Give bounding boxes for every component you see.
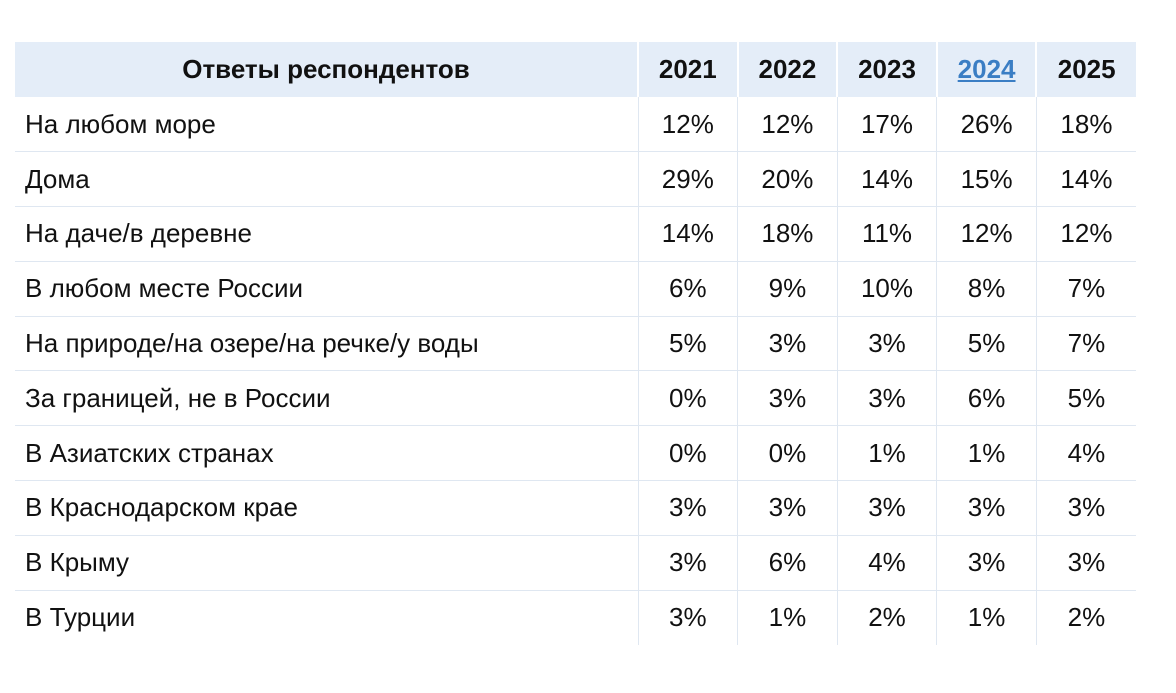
survey-table-container: Ответы респондентов 2021 2022 2023 2024 … <box>15 42 1136 645</box>
row-label: На природе/на озере/на речке/у воды <box>15 315 639 371</box>
value-cell-2024: 3% <box>936 534 1037 591</box>
row-label: В Краснодарском крае <box>15 480 639 536</box>
table-row: В Краснодарском крае 3% 3% 3% 3% 3% <box>15 480 1136 536</box>
value-cell-2025: 4% <box>1036 425 1136 481</box>
value-cell-2025: 3% <box>1036 534 1136 591</box>
value-cell-2021: 12% <box>638 97 739 152</box>
table-row: В Турции 3% 1% 2% 1% 2% <box>15 589 1136 645</box>
row-label: На любом море <box>15 97 639 152</box>
column-header-responses: Ответы респондентов <box>15 42 640 97</box>
value-cell-2022: 6% <box>737 534 838 591</box>
value-cell-2025: 7% <box>1036 260 1136 317</box>
row-label: Дома <box>15 151 639 207</box>
table-row: На любом море 12% 12% 17% 26% 18% <box>15 97 1136 152</box>
row-label: В Крыму <box>15 534 639 591</box>
value-cell-2024: 26% <box>936 97 1037 152</box>
year-2024-link[interactable]: 2024 <box>957 54 1016 84</box>
table-row: На природе/на озере/на речке/у воды 5% 3% 3… <box>15 315 1136 371</box>
value-cell-2024: 6% <box>936 370 1037 426</box>
value-cell-2021: 14% <box>638 206 739 262</box>
value-cell-2024: 3% <box>936 480 1037 536</box>
column-header-2023: 2023 <box>837 42 938 97</box>
value-cell-2021: 29% <box>638 151 739 207</box>
value-cell-2022: 20% <box>737 151 838 207</box>
value-cell-2023: 1% <box>837 425 938 481</box>
table-row: В Азиатских странах 0% 0% 1% 1% 4% <box>15 425 1136 481</box>
value-cell-2022: 12% <box>737 97 838 152</box>
value-cell-2024: 5% <box>936 315 1037 371</box>
value-cell-2022: 0% <box>737 425 838 481</box>
row-label: В Азиатских странах <box>15 425 639 481</box>
value-cell-2024: 8% <box>936 260 1037 317</box>
value-cell-2022: 3% <box>737 315 838 371</box>
value-cell-2025: 7% <box>1036 315 1136 371</box>
table-row: За границей, не в России 0% 3% 3% 6% 5% <box>15 370 1136 426</box>
value-cell-2022: 3% <box>737 370 838 426</box>
value-cell-2023: 2% <box>837 589 938 645</box>
value-cell-2021: 3% <box>638 534 739 591</box>
value-cell-2023: 10% <box>837 260 938 317</box>
value-cell-2023: 14% <box>837 151 938 207</box>
value-cell-2023: 11% <box>837 206 938 262</box>
column-header-2021: 2021 <box>638 42 739 97</box>
table-header-row: Ответы респондентов 2021 2022 2023 2024 … <box>15 42 1136 97</box>
table-row: На даче/в деревне 14% 18% 11% 12% 12% <box>15 206 1136 262</box>
value-cell-2023: 3% <box>837 315 938 371</box>
value-cell-2025: 14% <box>1036 151 1136 207</box>
value-cell-2023: 17% <box>837 97 938 152</box>
value-cell-2025: 5% <box>1036 370 1136 426</box>
value-cell-2022: 3% <box>737 480 838 536</box>
value-cell-2022: 1% <box>737 589 838 645</box>
column-header-2024: 2024 <box>936 42 1038 97</box>
value-cell-2021: 3% <box>638 480 739 536</box>
value-cell-2021: 6% <box>638 260 739 317</box>
table-body: На любом море 12% 12% 17% 26% 18% Дома 29% 20% 14… <box>15 97 1136 645</box>
value-cell-2024: 15% <box>936 151 1037 207</box>
value-cell-2023: 4% <box>837 534 938 591</box>
column-header-2025: 2025 <box>1036 42 1136 97</box>
table-row: В любом месте России 6% 9% 10% 8% 7% <box>15 260 1136 317</box>
table-row: Дома 29% 20% 14% 15% 14% <box>15 151 1136 207</box>
value-cell-2022: 18% <box>737 206 838 262</box>
value-cell-2022: 9% <box>737 260 838 317</box>
value-cell-2025: 3% <box>1036 480 1136 536</box>
value-cell-2024: 1% <box>936 589 1037 645</box>
survey-table: Ответы респондентов 2021 2022 2023 2024 … <box>15 42 1136 645</box>
row-label: На даче/в деревне <box>15 206 639 262</box>
row-label: В любом месте России <box>15 260 639 317</box>
value-cell-2025: 2% <box>1036 589 1136 645</box>
value-cell-2024: 1% <box>936 425 1037 481</box>
value-cell-2021: 0% <box>638 425 739 481</box>
value-cell-2023: 3% <box>837 370 938 426</box>
row-label: В Турции <box>15 589 639 645</box>
value-cell-2023: 3% <box>837 480 938 536</box>
row-label: За границей, не в России <box>15 370 639 426</box>
value-cell-2024: 12% <box>936 206 1037 262</box>
column-header-2022: 2022 <box>737 42 839 97</box>
value-cell-2025: 18% <box>1060 108 1113 139</box>
table-row: В Крыму 3% 6% 4% 3% 3% <box>15 534 1136 591</box>
value-cell-2021: 5% <box>638 315 739 371</box>
value-cell-2021: 0% <box>638 370 739 426</box>
value-cell-2021: 3% <box>638 589 739 645</box>
value-cell-2025: 12% <box>1036 206 1136 262</box>
